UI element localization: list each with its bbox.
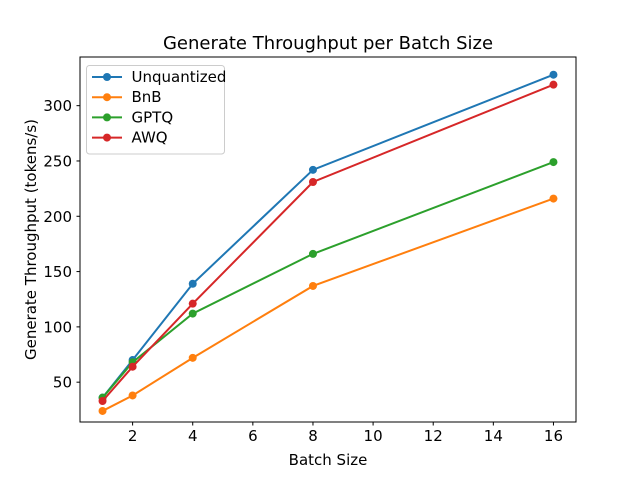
legend-label-Unquantized: Unquantized [132, 68, 227, 86]
legend-marker [103, 113, 111, 122]
data-point-Unquantized [308, 165, 317, 174]
x-tick-label: 14 [484, 427, 503, 445]
y-tick-label: 100 [43, 318, 72, 336]
x-tick-label: 2 [128, 427, 138, 445]
data-point-BnB [188, 353, 197, 362]
x-tick-label: 16 [544, 427, 563, 445]
chart-title: Generate Throughput per Batch Size [163, 33, 493, 54]
data-point-Unquantized [549, 70, 558, 79]
legend-marker [103, 93, 111, 102]
data-point-GPTQ [549, 158, 558, 167]
data-point-BnB [128, 391, 137, 400]
data-point-AWQ [308, 177, 317, 186]
y-tick-label: 300 [43, 97, 72, 115]
x-tick-label: 10 [364, 427, 383, 445]
legend-marker [103, 133, 111, 142]
legend-box [86, 65, 225, 155]
data-point-AWQ [549, 80, 558, 89]
data-point-AWQ [188, 299, 197, 308]
data-point-AWQ [128, 362, 137, 371]
x-tick-label: 8 [308, 427, 318, 445]
data-point-AWQ [98, 396, 107, 405]
axis-ticks: 2 4 6 8 10 12 14 16 50 100 150 200 250 300 [43, 97, 563, 445]
data-point-BnB [308, 281, 317, 290]
data-series [98, 70, 558, 415]
legend-label-AWQ: AWQ [132, 129, 168, 147]
data-point-GPTQ [308, 249, 317, 258]
x-tick-label: 4 [188, 427, 198, 445]
legend-label-BnB: BnB [132, 88, 162, 106]
y-tick-label: 250 [43, 152, 72, 170]
legend-label-GPTQ: GPTQ [132, 108, 174, 126]
legend-marker [103, 73, 111, 81]
x-tick-label: 12 [424, 427, 443, 445]
y-axis-label: Generate Throughput (tokens/s) [22, 119, 40, 360]
data-point-GPTQ [188, 309, 197, 318]
y-tick-label: 50 [53, 374, 72, 392]
data-point-Unquantized [188, 279, 197, 288]
x-axis-label: Batch Size [289, 451, 368, 469]
y-tick-label: 150 [43, 263, 72, 281]
legend: Unquantized BnB GPTQ AWQ [86, 65, 227, 155]
y-tick-label: 200 [43, 208, 72, 226]
data-point-BnB [98, 406, 107, 415]
data-point-BnB [549, 194, 558, 203]
x-tick-label: 6 [248, 427, 258, 445]
